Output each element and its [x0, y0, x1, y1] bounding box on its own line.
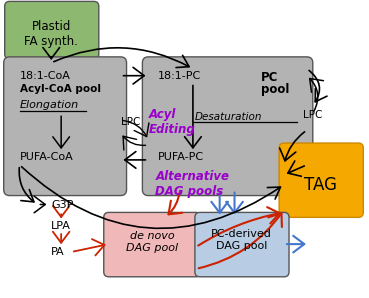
FancyBboxPatch shape [5, 1, 99, 59]
Text: G3P: G3P [51, 200, 74, 209]
FancyBboxPatch shape [142, 57, 313, 195]
Text: 18:1-CoA: 18:1-CoA [20, 71, 70, 81]
Text: TAG: TAG [304, 176, 337, 194]
Text: Alternative
DAG pools: Alternative DAG pools [155, 170, 229, 198]
FancyBboxPatch shape [279, 143, 363, 217]
Text: LPC: LPC [121, 117, 140, 127]
Text: Desaturation: Desaturation [195, 112, 262, 122]
Text: PA: PA [51, 247, 65, 257]
Text: Acyl-CoA pool: Acyl-CoA pool [20, 84, 100, 94]
Text: de novo
DAG pool: de novo DAG pool [126, 231, 178, 253]
Text: PC: PC [261, 71, 279, 84]
Text: Elongation: Elongation [20, 100, 79, 111]
FancyBboxPatch shape [195, 212, 289, 277]
Text: LPA: LPA [51, 221, 71, 231]
Text: PC-derived
DAG pool: PC-derived DAG pool [211, 229, 272, 251]
Text: pool: pool [261, 83, 290, 96]
Text: PUFA-CoA: PUFA-CoA [20, 152, 73, 162]
Text: Plastid
FA synth.: Plastid FA synth. [24, 20, 78, 48]
FancyBboxPatch shape [104, 212, 201, 277]
Text: 18:1-PC: 18:1-PC [158, 71, 201, 81]
FancyBboxPatch shape [4, 57, 127, 195]
Text: Acyl
Editing: Acyl Editing [148, 108, 195, 136]
Text: PUFA-PC: PUFA-PC [158, 152, 204, 162]
Text: LPC: LPC [303, 110, 323, 120]
